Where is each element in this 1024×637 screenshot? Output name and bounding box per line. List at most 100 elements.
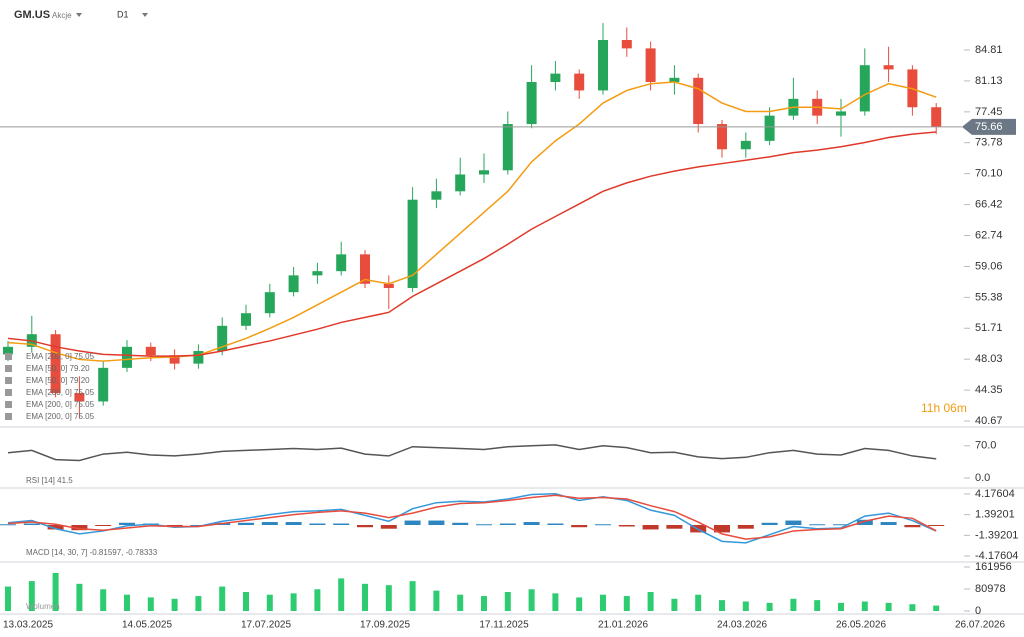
- macd-histogram: [238, 522, 254, 525]
- macd-histogram: [928, 525, 945, 526]
- macd-line: [7, 494, 937, 540]
- candle-body: [598, 39, 608, 91]
- volume-bar: [433, 590, 440, 611]
- y-tick-label: 70.0: [975, 440, 996, 452]
- volume-bar: [766, 602, 773, 611]
- volume-bar: [171, 598, 178, 611]
- candle-body: [859, 65, 870, 112]
- x-tick-label: 24.03.2026: [717, 620, 767, 631]
- macd-histogram: [190, 525, 207, 526]
- candle-body: [455, 174, 466, 192]
- volume-bar: [623, 596, 630, 611]
- y-tick-label: 66.42: [975, 198, 1003, 210]
- volume-bar: [695, 594, 702, 611]
- volume-bar: [100, 589, 107, 611]
- macd-histogram: [833, 524, 849, 526]
- candle-body: [217, 325, 228, 352]
- volume-bar: [28, 581, 35, 611]
- y-tick-label: 77.45: [975, 106, 1003, 118]
- x-tick-label: 26.07.2026: [955, 620, 1005, 631]
- y-tick-label: 70.10: [975, 168, 1003, 180]
- y-tick-label: 44.35: [975, 384, 1003, 396]
- macd-histogram: [571, 525, 588, 528]
- y-tick-label: -1.39201: [975, 529, 1018, 541]
- candle-body: [3, 346, 13, 355]
- volume-bar: [528, 589, 535, 611]
- volume-bar: [504, 591, 511, 611]
- y-tick-label: 62.74: [975, 229, 1003, 241]
- indicator-icon: [5, 365, 12, 372]
- market: Akcje: [52, 11, 72, 20]
- volume-bar: [576, 597, 583, 611]
- macd-histogram: [595, 524, 611, 526]
- panel-legend: RSI [14] 41.5: [26, 476, 73, 485]
- candle-body: [717, 124, 727, 150]
- countdown: 11h 06m: [921, 401, 967, 415]
- dropdown-icon[interactable]: [76, 13, 82, 17]
- macd-histogram: [95, 525, 112, 526]
- macd-histogram: [499, 523, 516, 525]
- candle-body: [574, 73, 585, 91]
- macd-histogram: [23, 523, 40, 525]
- x-tick-label: 17.07.2025: [241, 620, 291, 631]
- volume-bar: [76, 583, 83, 611]
- macd-histogram: [523, 522, 540, 525]
- candle-body: [312, 271, 323, 276]
- macd-histogram: [761, 522, 778, 525]
- macd-histogram: [642, 525, 659, 530]
- y-tick-label: 59.06: [975, 260, 1003, 272]
- volume-bar: [481, 596, 487, 611]
- y-tick-label: 0: [975, 605, 981, 617]
- volume-bar: [814, 600, 821, 611]
- timeframe[interactable]: D1: [117, 9, 129, 19]
- macd-histogram: [119, 522, 135, 525]
- macd-histogram: [618, 525, 635, 527]
- volume-bar: [838, 602, 844, 611]
- volume-bar: [5, 586, 11, 611]
- macd-histogram: [547, 523, 564, 525]
- candle-body: [169, 355, 180, 364]
- candle-body: [122, 346, 132, 368]
- macd-histogram: [785, 520, 802, 525]
- volume-bar: [671, 598, 678, 611]
- volume-bar: [290, 593, 297, 611]
- macd-histogram: [809, 524, 826, 526]
- macd-histogram: [404, 520, 421, 525]
- y-tick-label: 80978: [975, 583, 1006, 595]
- macd-line: [7, 493, 937, 544]
- candle-body: [740, 140, 751, 150]
- volume-bar: [52, 572, 59, 611]
- volume-bar: [124, 594, 130, 611]
- x-tick-label: 13.03.2025: [3, 620, 53, 631]
- macd-histogram: [309, 523, 326, 525]
- candle-body: [241, 313, 251, 326]
- macd-histogram: [71, 525, 88, 531]
- macd-histogram: [452, 522, 469, 525]
- symbol[interactable]: GM.US: [14, 9, 50, 21]
- y-tick-label: 55.38: [975, 291, 1003, 303]
- volume-bar: [266, 594, 273, 611]
- dropdown-icon[interactable]: [142, 13, 148, 17]
- candle-body: [479, 170, 489, 175]
- x-tick-label: 21.01.2026: [598, 620, 648, 631]
- macd-histogram: [714, 525, 730, 533]
- volume-bar: [314, 589, 321, 611]
- rsi-line: [7, 444, 937, 462]
- macd-histogram: [357, 525, 373, 528]
- volume-bar: [338, 578, 345, 611]
- volume-bar: [861, 601, 868, 611]
- volume-bar: [647, 591, 654, 611]
- macd-histogram: [880, 522, 897, 525]
- macd-histogram: [904, 525, 921, 528]
- candle-body: [502, 124, 513, 171]
- candle-body: [621, 39, 632, 49]
- volume-bar: [457, 594, 464, 611]
- candle-body: [764, 115, 775, 141]
- candle-body: [336, 254, 347, 272]
- candle-body: [693, 77, 704, 125]
- y-tick-label: 0.0: [975, 472, 990, 484]
- y-tick-label: 4.17604: [975, 488, 1015, 500]
- candle-body: [50, 334, 61, 394]
- volume-bar: [933, 605, 940, 611]
